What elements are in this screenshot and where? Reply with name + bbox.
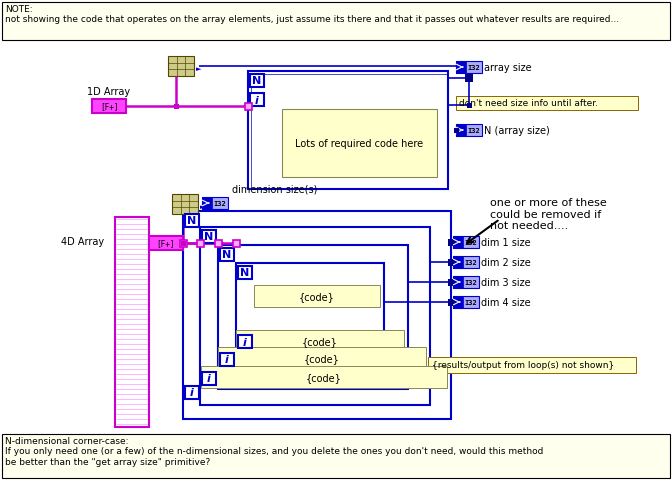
Bar	[448, 279, 454, 286]
Text: i: i	[225, 355, 229, 365]
Text: one or more of these
could be removed if
not needed....: one or more of these could be removed if…	[490, 198, 607, 231]
Bar	[250, 75, 264, 88]
Bar	[236, 330, 404, 352]
Text: don't need size info until after.: don't need size info until after.	[459, 99, 598, 108]
Bar	[149, 237, 183, 251]
Bar	[236, 264, 384, 371]
Bar	[181, 241, 185, 246]
Bar	[456, 62, 482, 74]
Bar	[92, 100, 126, 114]
Bar	[456, 125, 466, 137]
Bar	[456, 62, 466, 74]
Bar	[168, 57, 194, 77]
Bar	[200, 228, 430, 405]
Bar	[453, 237, 463, 249]
Bar	[454, 128, 458, 133]
Bar	[202, 198, 212, 210]
Bar	[428, 357, 636, 373]
Text: 1D Array: 1D Array	[87, 87, 130, 97]
Text: N: N	[222, 250, 232, 260]
Bar	[2, 3, 670, 41]
Text: {code}: {code}	[306, 372, 342, 382]
Text: i: i	[243, 337, 247, 347]
Text: N (array size): N (array size)	[484, 126, 550, 136]
Bar	[185, 215, 199, 228]
Text: N-dimensional corner-case:
If you only need one (or a few) of the n-dimensional : N-dimensional corner-case: If you only n…	[5, 436, 544, 466]
Bar	[215, 240, 222, 248]
Bar	[453, 276, 463, 288]
Text: {code}: {code}	[304, 353, 340, 363]
Text: ►: ►	[196, 66, 202, 72]
Text: dim 4 size: dim 4 size	[481, 298, 531, 307]
Text: N: N	[241, 268, 249, 278]
Bar	[115, 217, 149, 427]
Text: Lots of required code here: Lots of required code here	[296, 139, 423, 149]
Bar	[282, 110, 437, 178]
Bar	[245, 104, 252, 111]
Bar	[180, 240, 187, 248]
Text: i: i	[207, 374, 211, 384]
Bar	[202, 230, 216, 243]
Bar	[185, 386, 199, 399]
Text: i: i	[255, 96, 259, 105]
Text: dim 3 size: dim 3 size	[481, 277, 531, 288]
Bar	[220, 249, 234, 262]
Bar	[183, 212, 451, 419]
Bar	[448, 259, 454, 266]
Text: dim 1 size: dim 1 size	[481, 238, 531, 248]
Bar	[220, 353, 234, 366]
Bar	[218, 245, 408, 389]
Bar	[2, 434, 670, 478]
Text: I32: I32	[214, 201, 226, 206]
Bar	[465, 75, 473, 83]
Text: I32: I32	[464, 300, 477, 305]
Bar	[453, 256, 479, 268]
Bar	[453, 256, 463, 268]
Text: array size: array size	[484, 63, 532, 73]
Bar	[201, 366, 447, 388]
Text: NOTE:
not showing the code that operates on the array elements, just assume its : NOTE: not showing the code that operates…	[5, 5, 619, 24]
Bar	[218, 347, 426, 369]
Text: {results/output from loop(s) not shown}: {results/output from loop(s) not shown}	[432, 361, 614, 370]
Text: [F+]: [F+]	[99, 102, 118, 111]
Text: dimension size(s): dimension size(s)	[232, 185, 317, 194]
Text: N: N	[187, 216, 197, 226]
Text: ►: ►	[200, 204, 206, 210]
Bar	[448, 299, 454, 306]
Bar	[251, 75, 448, 190]
Bar	[172, 194, 198, 215]
Text: I32: I32	[468, 128, 480, 134]
Text: {code}: {code}	[302, 336, 338, 346]
Bar	[456, 125, 482, 137]
Text: N: N	[204, 232, 214, 242]
Text: 4D Array: 4D Array	[61, 237, 104, 247]
Bar	[456, 97, 638, 111]
Text: I32: I32	[464, 260, 477, 265]
Bar	[197, 240, 204, 248]
Text: i: i	[190, 388, 194, 397]
Bar	[254, 286, 380, 307]
Bar	[448, 239, 454, 246]
Bar	[453, 237, 479, 249]
Text: {code}: {code}	[299, 291, 335, 301]
Bar	[173, 104, 179, 109]
Bar	[453, 296, 463, 308]
Text: N: N	[253, 76, 261, 86]
Bar	[248, 72, 448, 190]
Bar	[250, 94, 264, 107]
Bar	[453, 296, 479, 308]
Text: [F+]: [F+]	[157, 239, 175, 248]
Text: I32: I32	[464, 240, 477, 245]
Text: I32: I32	[464, 279, 477, 286]
Bar	[466, 103, 472, 108]
Text: dim 2 size: dim 2 size	[481, 257, 531, 267]
Bar	[238, 336, 252, 348]
Bar	[202, 198, 228, 210]
Bar	[238, 266, 252, 279]
Text: I32: I32	[468, 65, 480, 71]
Bar	[453, 276, 479, 288]
Bar	[202, 372, 216, 385]
Bar	[233, 240, 240, 248]
